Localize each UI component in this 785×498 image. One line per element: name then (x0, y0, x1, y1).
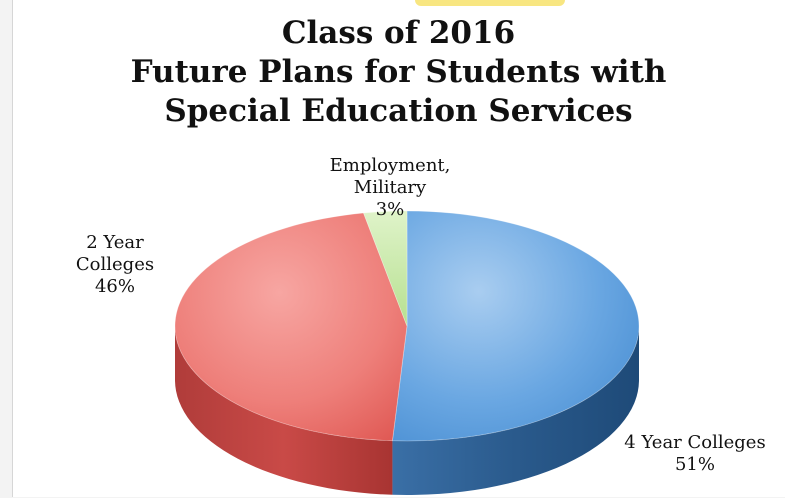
slice-label-employment-military: Employment, Military 3% (305, 133, 475, 243)
slice-value-label: 3% (375, 199, 405, 220)
slice-label-4-year-colleges: 4 Year Colleges 51% (600, 410, 785, 498)
slice-label-text: 2 Year Colleges (75, 232, 155, 275)
slice-label-2-year-colleges: 2 Year Colleges 46% (60, 210, 170, 320)
slice-2-year-colleges (174, 212, 408, 442)
top-accent-tab (415, 0, 565, 6)
slice-label-text: Employment, Military (329, 155, 451, 198)
slice-label-text: 4 Year Colleges (624, 432, 766, 453)
chart-title-line-3: Special Education Services (164, 93, 633, 129)
pie-side-group (175, 326, 639, 495)
slice-value-label: 51% (674, 454, 715, 475)
chart-title: Class of 2016 Future Plans for Students … (12, 14, 785, 131)
slice-2-year-colleges-side (175, 326, 393, 495)
chart-title-line-1: Class of 2016 (281, 15, 516, 51)
slice-4-year-colleges (391, 210, 640, 442)
slice-4-year-colleges-side (392, 326, 639, 495)
chart-title-line-2: Future Plans for Students with (130, 54, 667, 90)
slice-value-label: 46% (94, 276, 135, 297)
pie-top-group (174, 210, 640, 442)
slice-employment-military (362, 210, 408, 327)
